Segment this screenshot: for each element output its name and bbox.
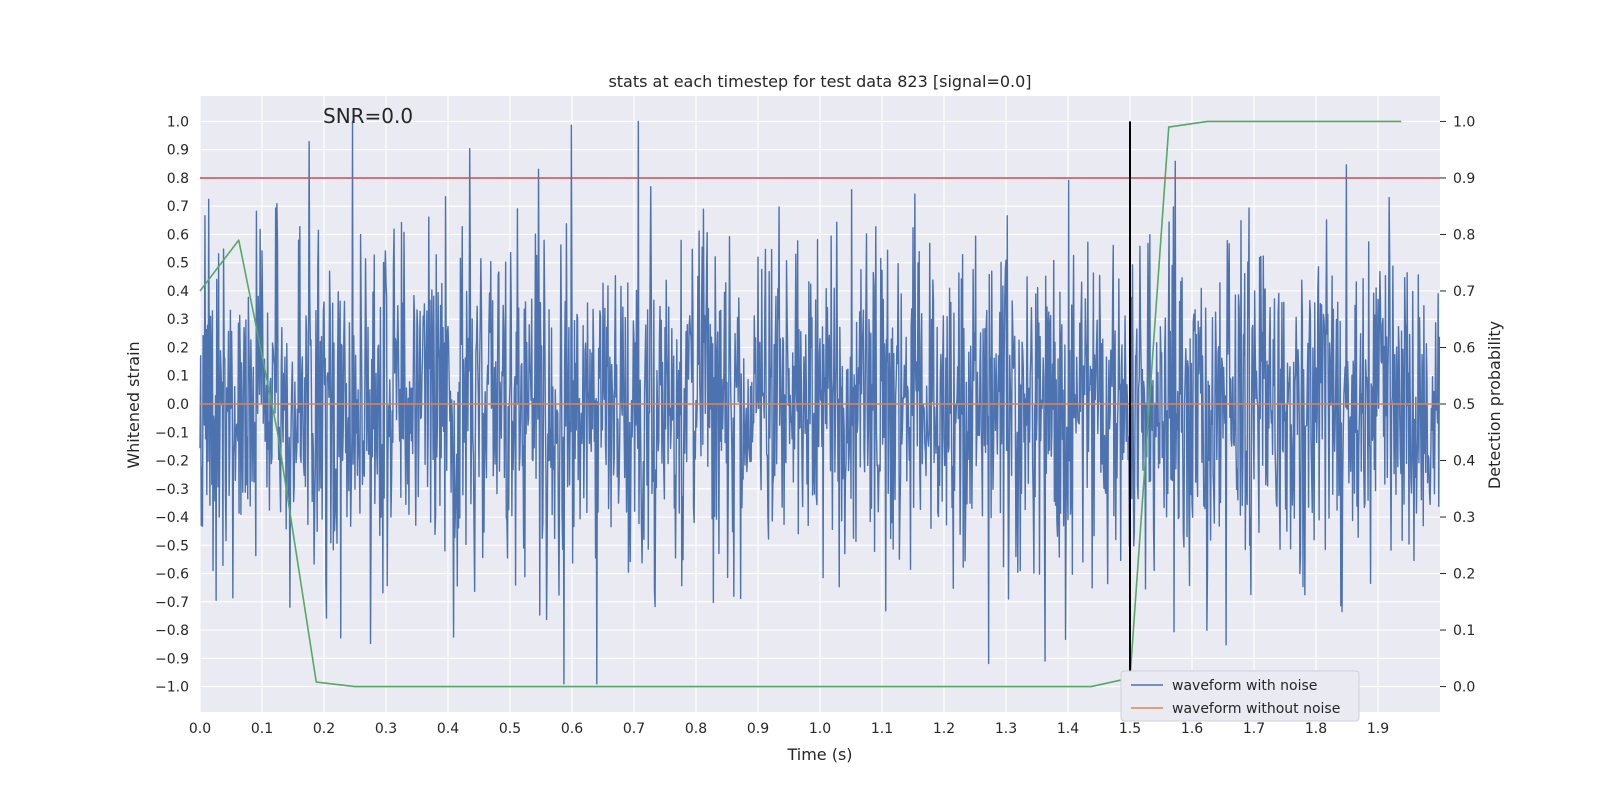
x-tick-label: 1.7 — [1243, 721, 1265, 737]
y-left-tick-label: 0.0 — [167, 397, 189, 413]
x-tick-label: 0.1 — [251, 721, 273, 737]
y-right-tick-label: 0.2 — [1453, 567, 1475, 583]
y-right-tick-label: 0.1 — [1453, 623, 1475, 639]
y-left-tick-label: −0.2 — [155, 454, 189, 470]
y-left-tick-label: −0.5 — [155, 538, 189, 554]
y-axis-right-label: Detection probability — [1485, 321, 1504, 489]
y-left-tick-label: 0.5 — [167, 256, 189, 272]
y-right-tick-label: 1.0 — [1453, 114, 1475, 130]
x-tick-label: 0.7 — [623, 721, 645, 737]
y-right-tick-label: 0.4 — [1453, 454, 1475, 470]
x-tick-label: 0.3 — [375, 721, 397, 737]
x-axis-label: Time (s) — [786, 745, 852, 764]
series-line-detection-probability — [199, 120, 1402, 688]
y-left-tick-label: 0.3 — [167, 312, 189, 328]
y-left-tick-label: −0.8 — [155, 623, 189, 639]
x-tick-label: 0.8 — [685, 721, 707, 737]
y-right-tick-label: 0.5 — [1453, 397, 1475, 413]
y-axis-right-ticks: 1.0 0.9 0.8 0.7 0.6 0.5 0.4 0.3 0.2 0.1 0.0 — [1440, 114, 1475, 696]
y-left-tick-label: 0.7 — [167, 199, 189, 215]
chart-title: stats at each timestep for test data 823… — [608, 72, 1031, 91]
y-right-tick-label: 0.3 — [1453, 510, 1475, 526]
x-tick-label: 0.5 — [499, 721, 521, 737]
y-left-tick-label: 1.0 — [167, 114, 189, 130]
x-tick-label: 1.9 — [1367, 721, 1389, 737]
y-right-tick-label: 0.7 — [1453, 284, 1475, 300]
snr-annotation: SNR=0.0 — [323, 104, 413, 128]
legend-label-noise: waveform with noise — [1172, 678, 1317, 694]
x-tick-label: 1.8 — [1305, 721, 1327, 737]
series-line-waveform-with-noise — [199, 120, 1441, 685]
x-axis-ticks: 0.0 0.1 0.2 0.3 0.4 0.5 0.6 0.7 0.8 0.9 1.0 1.1 1.2 1… — [189, 721, 1389, 737]
y-left-tick-label: 0.2 — [167, 340, 189, 356]
x-tick-label: 0.6 — [561, 721, 583, 737]
y-left-tick-label: 0.8 — [167, 171, 189, 187]
x-tick-label: 1.2 — [933, 721, 955, 737]
legend: waveform with noise waveform without noi… — [1120, 670, 1360, 722]
y-left-tick-label: −0.3 — [155, 482, 189, 498]
y-axis-left-ticks: 1.0 0.9 0.8 0.7 0.6 0.5 0.4 0.3 0.2 0.1 0.0 −0.1 −0.… — [155, 114, 189, 695]
y-left-tick-label: −0.6 — [155, 567, 189, 583]
x-tick-label: 1.0 — [809, 721, 831, 737]
legend-box — [1120, 670, 1360, 722]
y-left-tick-label: 0.4 — [167, 284, 189, 300]
y-left-tick-label: 0.1 — [167, 369, 189, 385]
y-right-tick-label: 0.9 — [1453, 171, 1475, 187]
y-left-tick-label: −0.7 — [155, 595, 189, 611]
y-left-tick-label: −0.1 — [155, 425, 189, 441]
y-left-tick-label: 0.9 — [167, 143, 189, 159]
y-right-tick-label: 0.6 — [1453, 340, 1475, 356]
y-left-tick-label: −0.9 — [155, 651, 189, 667]
y-axis-left-label: Whitened strain — [124, 341, 143, 468]
y-right-tick-label: 0.0 — [1453, 680, 1475, 696]
x-tick-label: 1.3 — [995, 721, 1017, 737]
series-layer — [199, 120, 1441, 688]
x-tick-label: 0.0 — [189, 721, 211, 737]
x-tick-label: 1.5 — [1119, 721, 1141, 737]
y-left-tick-label: −1.0 — [155, 680, 189, 696]
x-tick-label: 1.1 — [871, 721, 893, 737]
x-tick-label: 1.4 — [1057, 721, 1079, 737]
x-tick-label: 0.4 — [437, 721, 459, 737]
x-tick-label: 1.6 — [1181, 721, 1203, 737]
y-right-tick-label: 0.8 — [1453, 227, 1475, 243]
y-left-tick-label: −0.4 — [155, 510, 189, 526]
x-tick-label: 0.2 — [313, 721, 335, 737]
legend-label-clean: waveform without noise — [1172, 701, 1340, 717]
x-tick-label: 0.9 — [747, 721, 769, 737]
y-left-tick-label: 0.6 — [167, 227, 189, 243]
